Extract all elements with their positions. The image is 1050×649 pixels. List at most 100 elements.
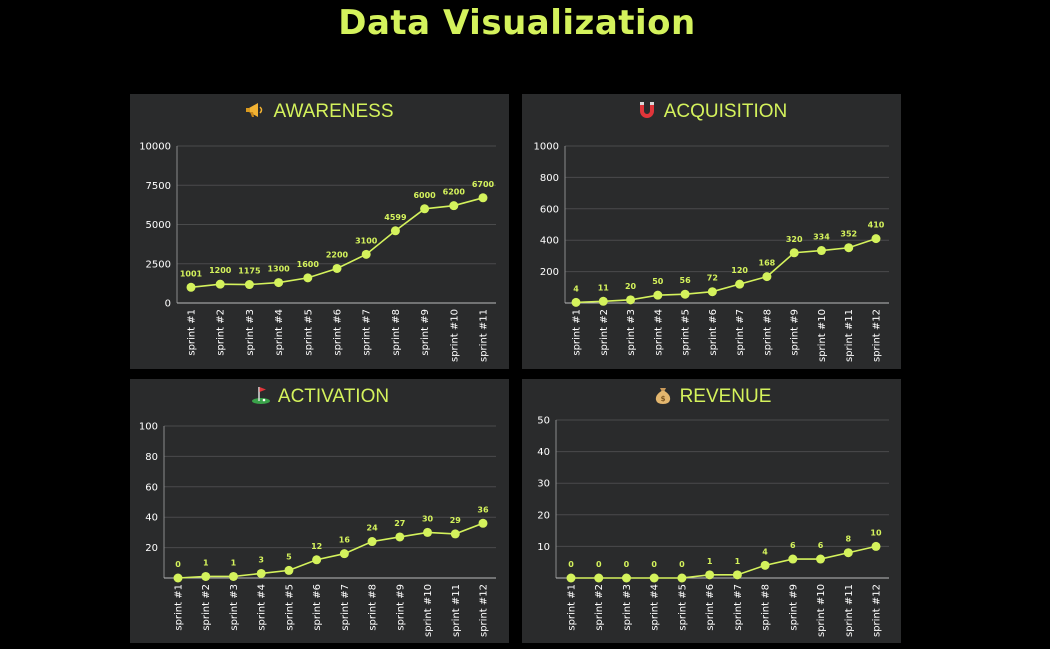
x-tick-label: sprint #3	[622, 584, 633, 631]
data-label: 1	[707, 557, 713, 566]
y-tick-label: 60	[145, 482, 158, 493]
data-label: 16	[339, 536, 351, 545]
data-label: 24	[367, 524, 379, 533]
y-tick-label: 800	[540, 173, 559, 184]
data-label: 1	[231, 558, 237, 567]
x-tick-label: sprint #4	[257, 584, 268, 631]
data-label: 50	[652, 277, 664, 286]
panel-title: ACTIVATION	[130, 379, 509, 415]
data-point	[449, 201, 459, 211]
x-tick-label: sprint #2	[216, 309, 227, 356]
x-tick-label: sprint #12	[872, 584, 883, 637]
y-tick-label: 50	[537, 416, 550, 427]
x-tick-label: sprint #7	[735, 309, 746, 356]
data-point	[844, 243, 854, 253]
golf-flag-icon	[251, 387, 270, 404]
data-point	[390, 226, 400, 236]
x-tick-label: sprint #5	[677, 584, 688, 631]
x-tick-label: sprint #11	[479, 309, 490, 362]
y-tick-label: 400	[540, 236, 559, 247]
x-tick-label: sprint #9	[420, 309, 431, 356]
data-label: 0	[568, 560, 574, 569]
data-point	[423, 527, 433, 537]
data-point	[871, 234, 881, 244]
x-tick-label: sprint #3	[626, 309, 637, 356]
data-label: 27	[394, 519, 405, 528]
magnet-icon	[639, 102, 654, 118]
y-tick-label: 2500	[146, 259, 171, 270]
x-tick-label: sprint #12	[872, 309, 883, 362]
y-tick-label: 20	[537, 510, 550, 521]
data-point	[598, 296, 608, 306]
data-label: 4	[762, 547, 768, 556]
data-label: 1300	[267, 265, 290, 274]
data-label: 1	[735, 557, 741, 566]
data-point	[284, 565, 294, 575]
acquisition-chart: 200 400 600 800 1000 4 11 20 50 56 72 120 168 320 334 3…	[534, 142, 889, 362]
x-tick-label: sprint #4	[653, 309, 664, 356]
data-point	[816, 554, 826, 564]
data-point	[312, 555, 322, 565]
x-tick-label: sprint #5	[303, 309, 314, 356]
acquisition-panel: ACQUISITION 200 400 600 800 1000 4 11 20 50 56 72 1…	[522, 94, 901, 369]
x-tick-label: sprint #4	[274, 309, 285, 356]
data-label: 29	[450, 516, 462, 525]
data-point	[621, 573, 631, 583]
data-label: 1	[203, 558, 209, 567]
x-tick-label: sprint #11	[844, 309, 855, 362]
panel-title-text: AWARENESS	[273, 101, 394, 122]
money-bag-icon: $	[655, 388, 670, 404]
x-tick-label: sprint #8	[762, 309, 773, 356]
awareness-chart: 0 2500 5000 7500 10000 1001 1200 1175 1300 1600 22…	[139, 142, 496, 362]
x-tick-label: sprint #7	[362, 309, 373, 356]
data-point	[361, 249, 371, 259]
data-point	[478, 193, 488, 203]
data-label: 0	[651, 560, 657, 569]
y-tick-label: 1000	[534, 142, 559, 153]
y-tick-label: 5000	[146, 220, 171, 231]
y-tick-label: 40	[537, 447, 550, 458]
data-label: 1001	[180, 269, 203, 278]
data-label: 36	[477, 505, 489, 514]
panel-title-text: ACQUISITION	[663, 101, 788, 122]
y-tick-label: 40	[145, 513, 158, 524]
data-point	[571, 297, 581, 307]
data-label: 320	[786, 235, 803, 244]
data-label: 20	[625, 282, 637, 291]
x-tick-label: sprint #10	[816, 584, 827, 637]
y-tick-label: 80	[145, 452, 158, 463]
data-label: 10	[870, 528, 882, 537]
data-point	[732, 570, 742, 580]
y-tick-label: 30	[537, 479, 550, 490]
data-point	[788, 554, 798, 564]
data-label: 0	[596, 560, 602, 569]
data-label: 3	[258, 555, 264, 564]
data-label: 6	[818, 541, 824, 550]
data-label: 4599	[384, 213, 407, 222]
x-tick-label: sprint #3	[245, 309, 256, 356]
data-point	[843, 548, 853, 558]
megaphone-icon	[246, 103, 263, 117]
x-tick-label: sprint #5	[681, 309, 692, 356]
x-tick-label: sprint #1	[572, 309, 583, 356]
data-label: 0	[175, 560, 181, 569]
series-line	[177, 522, 484, 579]
y-tick-label: 100	[139, 422, 158, 433]
x-tick-label: sprint #1	[567, 584, 578, 631]
activation-chart: 20 40 60 80 100 0 1 1 3 5 12 16 24 27 30 29 36 sprint #1 s…	[139, 422, 496, 637]
series-line	[190, 197, 484, 289]
y-tick-label: 10000	[139, 142, 171, 153]
data-point	[871, 541, 881, 551]
data-label: 12	[311, 542, 322, 551]
x-tick-label: sprint #5	[284, 584, 295, 631]
data-label: 1200	[209, 266, 232, 275]
data-label: 6000	[413, 191, 436, 200]
x-tick-label: sprint #12	[479, 584, 490, 637]
x-tick-label: sprint #2	[599, 309, 610, 356]
y-tick-label: 600	[540, 204, 559, 215]
x-tick-label: sprint #2	[594, 584, 605, 631]
data-point	[244, 280, 254, 290]
x-tick-label: sprint #10	[449, 309, 460, 362]
data-label: 8	[845, 535, 851, 544]
data-point	[274, 278, 284, 288]
